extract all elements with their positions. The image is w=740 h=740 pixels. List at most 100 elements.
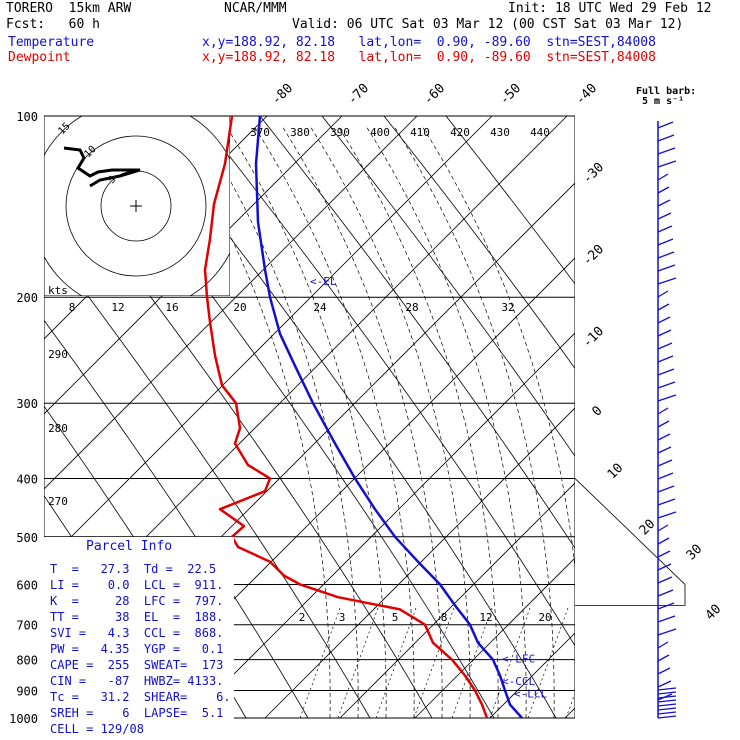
hodograph-trace bbox=[63, 146, 141, 188]
mixing-ratio-label-lower: 12 bbox=[479, 611, 492, 624]
hodograph-unit-label: kts bbox=[48, 284, 68, 297]
isotherm-right-label: 30 bbox=[684, 542, 706, 564]
wind-barb bbox=[657, 485, 675, 493]
mixing-ratio-label-upper: 32 bbox=[501, 301, 514, 314]
wind-barb bbox=[657, 687, 677, 691]
wind-barb bbox=[657, 329, 672, 337]
isotherm-top-label: -60 bbox=[421, 81, 448, 108]
parcel-level-annotation: <-CCL bbox=[502, 675, 535, 688]
temperature-station-info: x,y=188.92, 82.18 lat,lon= 0.90, -89.60 … bbox=[202, 35, 656, 50]
mixing-ratio-label-upper: 8 bbox=[69, 301, 76, 314]
dry-adiabat bbox=[44, 319, 309, 719]
parcel-row-t: T = 27.3 Td = 22.5 bbox=[50, 562, 217, 576]
dewpoint-legend-label: Dewpoint bbox=[8, 50, 71, 65]
wind-barb bbox=[657, 699, 677, 703]
mixing-ratio-label-upper: 28 bbox=[405, 301, 418, 314]
isotherm-top-label: -40 bbox=[573, 81, 600, 108]
isotherm-line bbox=[264, 407, 575, 719]
mixing-ratio-label-upper: 20 bbox=[233, 301, 246, 314]
pressure-label-1000: 1000 bbox=[9, 712, 38, 726]
isotherm-right-label: -10 bbox=[580, 324, 607, 351]
parcel-row-sreh: SREH = 6 LAPSE= 5.1 bbox=[50, 706, 224, 720]
institution: NCAR/MMM bbox=[224, 1, 287, 16]
wind-barb bbox=[657, 498, 676, 506]
wind-barb bbox=[657, 342, 673, 350]
dry-adiabat bbox=[197, 116, 575, 647]
isotherm-top-label: -70 bbox=[345, 81, 372, 108]
wind-barb bbox=[657, 628, 677, 636]
moist-adiabat bbox=[253, 125, 415, 719]
wind-barb bbox=[657, 667, 671, 675]
parcel-row-cape: CAPE = 255 SWEAT= 173 bbox=[50, 658, 224, 672]
theta-label-left: 280 bbox=[48, 422, 68, 435]
wind-barb bbox=[657, 420, 670, 428]
wind-barb bbox=[657, 147, 676, 155]
moist-adiabat bbox=[281, 125, 443, 719]
dry-adiabat bbox=[445, 116, 575, 285]
wind-barb bbox=[657, 368, 675, 376]
isotherm-right-label: 10 bbox=[605, 461, 627, 483]
moist-adiabat bbox=[393, 125, 555, 719]
theta-e-label: 400 bbox=[370, 126, 390, 139]
wind-barb bbox=[657, 290, 669, 298]
pressure-label-700: 700 bbox=[16, 619, 38, 633]
dry-adiabat bbox=[259, 116, 575, 549]
hodograph-ring bbox=[65, 135, 207, 277]
wind-barb bbox=[657, 212, 672, 220]
isotherm-right-label: -20 bbox=[580, 242, 607, 269]
parcel-row-tc: Tc = 31.2 SHEAR= 6. bbox=[50, 690, 231, 704]
wind-barb bbox=[657, 680, 672, 688]
wind-barb bbox=[657, 654, 670, 662]
theta-e-label: 430 bbox=[490, 126, 510, 139]
wind-barb bbox=[657, 433, 671, 441]
isotherm-right-label: 20 bbox=[637, 517, 659, 539]
parcel-info-panel: Parcel Info T = 27.3 Td = 22.5 LI = 0.0 … bbox=[44, 537, 234, 736]
parcel-row-tt: TT = 38 EL = 188. bbox=[50, 610, 224, 624]
wind-barb bbox=[657, 381, 676, 389]
wind-barb bbox=[657, 511, 677, 519]
wind-barb bbox=[657, 134, 675, 142]
wind-barb bbox=[657, 394, 677, 402]
pressure-label-500: 500 bbox=[16, 531, 38, 545]
wind-barb bbox=[657, 707, 677, 711]
dry-adiabat bbox=[44, 236, 371, 719]
theta-e-label: 440 bbox=[530, 126, 550, 139]
wind-barb bbox=[657, 173, 669, 181]
pressure-label-900: 900 bbox=[16, 684, 38, 698]
isotherm-line bbox=[414, 557, 575, 719]
mixing-ratio-label-upper: 16 bbox=[165, 301, 178, 314]
wind-barb bbox=[657, 160, 677, 168]
wind-barb bbox=[657, 238, 674, 246]
pressure-label-600: 600 bbox=[16, 578, 38, 592]
parcel-info-title: Parcel Info bbox=[86, 539, 173, 554]
moist-adiabat bbox=[225, 125, 387, 719]
isotherm-right-label: 40 bbox=[703, 602, 725, 624]
pressure-label-800: 800 bbox=[16, 654, 38, 668]
dewpoint-profile bbox=[203, 116, 489, 719]
mixing-ratio-label-upper: 12 bbox=[111, 301, 124, 314]
parcel-level-annotation: <-LFC bbox=[502, 653, 535, 666]
moist-adiabat bbox=[309, 125, 471, 719]
parcel-row-pw: PW = 4.35 YGP = 0.1 bbox=[50, 642, 224, 656]
valid-time: Valid: 06 UTC Sat 03 Mar 12 (00 CST Sat … bbox=[292, 17, 684, 32]
forecast-hour: Fcst: 60 h bbox=[6, 17, 100, 32]
isotherm-top-label: -50 bbox=[497, 81, 524, 108]
wind-barb bbox=[657, 602, 675, 610]
wind-barb bbox=[657, 264, 676, 272]
parcel-row-li: LI = 0.0 LCL = 911. bbox=[50, 578, 224, 592]
temperature-legend-label: Temperature bbox=[8, 35, 95, 50]
wind-barb bbox=[657, 715, 677, 719]
mixing-ratio-label-lower: 5 bbox=[392, 611, 399, 624]
parcel-level-annotation: <-LCL bbox=[514, 688, 547, 701]
wind-barb bbox=[657, 459, 673, 467]
parcel-row-cell: CELL = 129/08 bbox=[50, 722, 144, 736]
wind-barb bbox=[657, 615, 676, 623]
moist-adiabat bbox=[337, 125, 499, 719]
isotherm-line bbox=[44, 116, 418, 490]
parcel-row-k: K = 28 LFC = 797. bbox=[50, 594, 224, 608]
theta-e-label: 380 bbox=[290, 126, 310, 139]
mixing-ratio-label-lower: 20 bbox=[538, 611, 551, 624]
wind-barb bbox=[657, 524, 669, 532]
